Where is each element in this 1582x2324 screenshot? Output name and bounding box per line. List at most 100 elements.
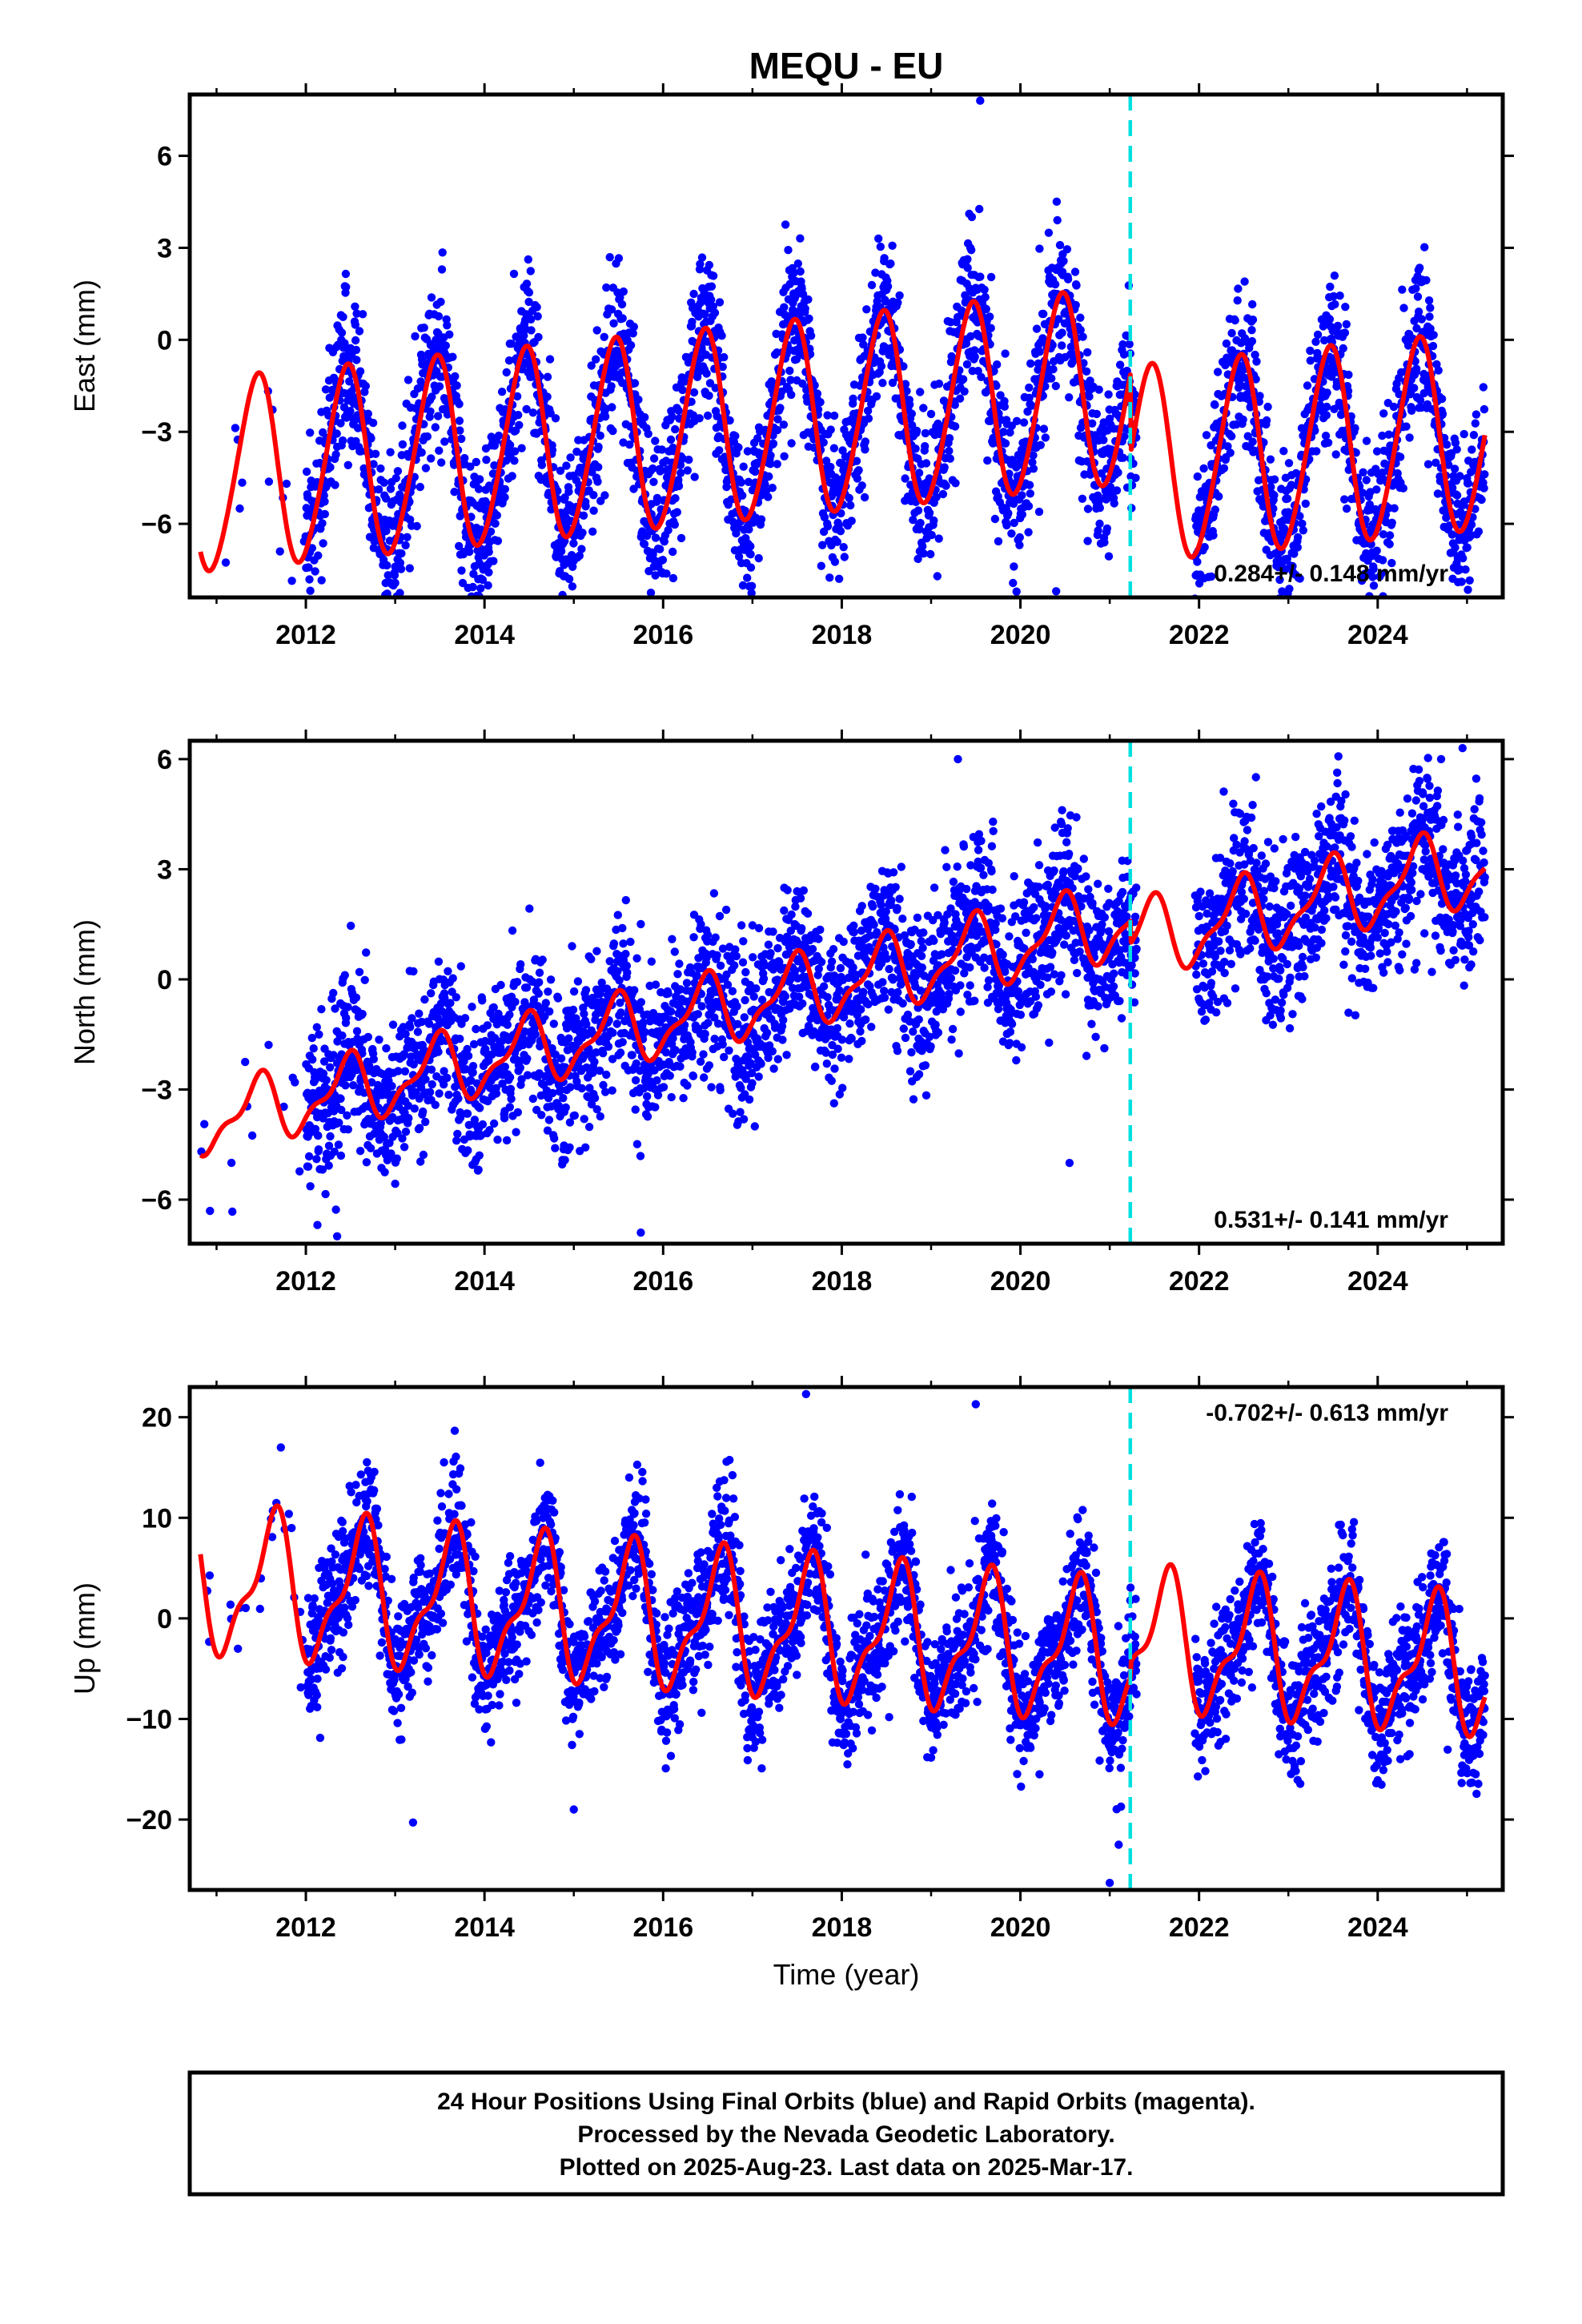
data-point — [739, 1115, 749, 1124]
data-point — [380, 1168, 389, 1177]
data-point — [834, 574, 844, 583]
data-point — [580, 1009, 588, 1019]
data-point — [652, 598, 661, 606]
data-point — [383, 561, 391, 570]
data-point — [741, 638, 749, 646]
data-point — [578, 529, 587, 537]
data-point — [1025, 393, 1034, 402]
data-point — [404, 376, 413, 384]
data-point — [766, 460, 775, 468]
data-point — [640, 412, 649, 422]
data-point — [1119, 350, 1129, 359]
data-point — [1243, 432, 1252, 440]
data-point — [319, 539, 327, 548]
data-point — [1405, 433, 1414, 442]
data-point — [592, 355, 600, 364]
data-point — [626, 340, 636, 350]
data-point — [594, 463, 603, 472]
data-point — [1100, 538, 1109, 547]
data-point — [1398, 285, 1407, 294]
data-point — [895, 291, 904, 300]
data-point — [746, 550, 755, 559]
data-point — [398, 421, 407, 430]
data-point — [303, 1162, 313, 1172]
data-point — [1389, 402, 1399, 412]
data-point — [785, 366, 794, 376]
data-point — [977, 372, 986, 381]
data-point — [675, 959, 684, 968]
data-point — [287, 577, 296, 585]
data-point — [534, 332, 543, 342]
data-point — [1078, 332, 1087, 341]
data-point — [435, 446, 444, 455]
data-point — [455, 541, 464, 551]
data-point — [950, 400, 959, 409]
data-point — [572, 447, 581, 456]
data-point — [677, 468, 685, 477]
data-point — [1227, 328, 1236, 338]
data-point — [505, 1010, 514, 1019]
data-point — [587, 361, 596, 370]
data-point — [1055, 240, 1065, 250]
data-point — [528, 1094, 537, 1104]
data-point — [1193, 472, 1203, 481]
data-point — [1375, 673, 1383, 681]
data-point — [411, 332, 420, 341]
data-point — [621, 895, 630, 905]
data-point — [820, 513, 829, 522]
data-point — [847, 517, 856, 525]
data-point — [846, 501, 855, 510]
data-point — [392, 1154, 401, 1163]
data-point — [1199, 464, 1208, 473]
data-point — [1285, 585, 1294, 593]
data-point — [701, 310, 709, 319]
data-point — [1026, 489, 1035, 498]
data-point — [1032, 324, 1042, 333]
data-point — [950, 422, 960, 431]
data-point — [1266, 455, 1275, 464]
data-point — [1379, 409, 1388, 418]
data-point — [415, 1009, 424, 1018]
data-point — [1120, 432, 1129, 441]
data-point — [482, 456, 491, 464]
data-point — [786, 376, 795, 384]
data-point — [608, 403, 616, 412]
x-tick-label: 2014 — [454, 620, 515, 650]
data-point — [355, 327, 364, 336]
data-point — [275, 547, 284, 556]
data-point — [993, 360, 1002, 369]
data-point — [1415, 263, 1424, 272]
data-point — [1252, 357, 1261, 366]
data-point — [443, 410, 452, 419]
data-point — [565, 1143, 574, 1152]
data-point — [746, 563, 756, 572]
data-point — [1013, 459, 1022, 468]
data-point — [1234, 284, 1243, 293]
data-point — [363, 409, 372, 418]
data-point — [697, 253, 707, 262]
data-point — [454, 1094, 463, 1104]
data-point — [1267, 482, 1275, 492]
data-point — [921, 442, 930, 451]
data-point — [1461, 565, 1470, 574]
data-point — [643, 1112, 652, 1121]
data-point — [1385, 531, 1395, 540]
data-point — [717, 332, 726, 340]
data-point — [1039, 424, 1049, 433]
data-point — [1410, 384, 1419, 392]
data-point — [550, 1134, 559, 1143]
data-point — [362, 948, 371, 957]
data-point — [616, 1008, 625, 1017]
data-point — [970, 346, 979, 355]
data-point — [1247, 326, 1256, 335]
data-point — [371, 449, 380, 458]
data-point — [796, 267, 805, 276]
data-point — [677, 533, 686, 543]
data-point — [351, 302, 359, 311]
x-tick-label: 2022 — [1169, 620, 1230, 650]
data-point — [453, 1129, 462, 1139]
data-point — [365, 1061, 374, 1071]
data-point — [580, 1115, 588, 1124]
data-point — [761, 480, 769, 489]
data-point — [849, 394, 857, 403]
